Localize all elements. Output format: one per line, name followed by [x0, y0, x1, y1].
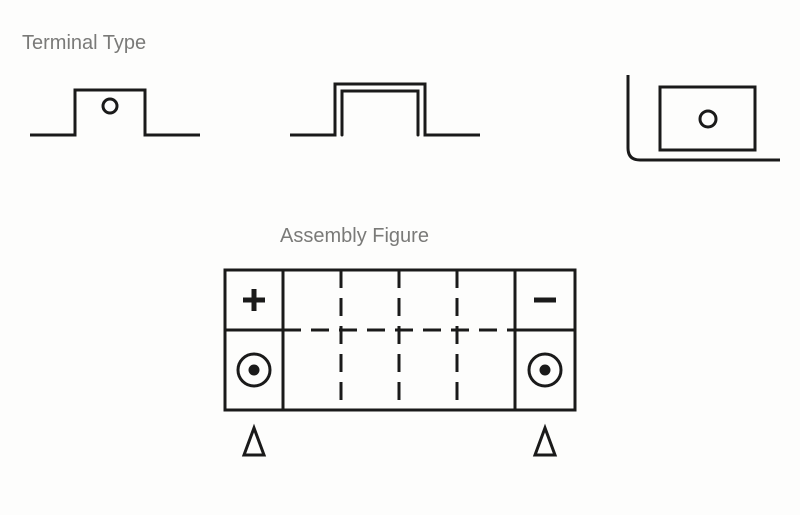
- assembly-figure-diagram: [215, 260, 585, 480]
- terminal-icon-flat-hole: [30, 80, 200, 160]
- terminal-type-title: Terminal Type: [22, 32, 146, 55]
- assembly-figure-title: Assembly Figure: [280, 225, 429, 248]
- terminal-icon-corner-hole: [620, 75, 780, 170]
- terminal-icon-flat-double: [290, 80, 480, 160]
